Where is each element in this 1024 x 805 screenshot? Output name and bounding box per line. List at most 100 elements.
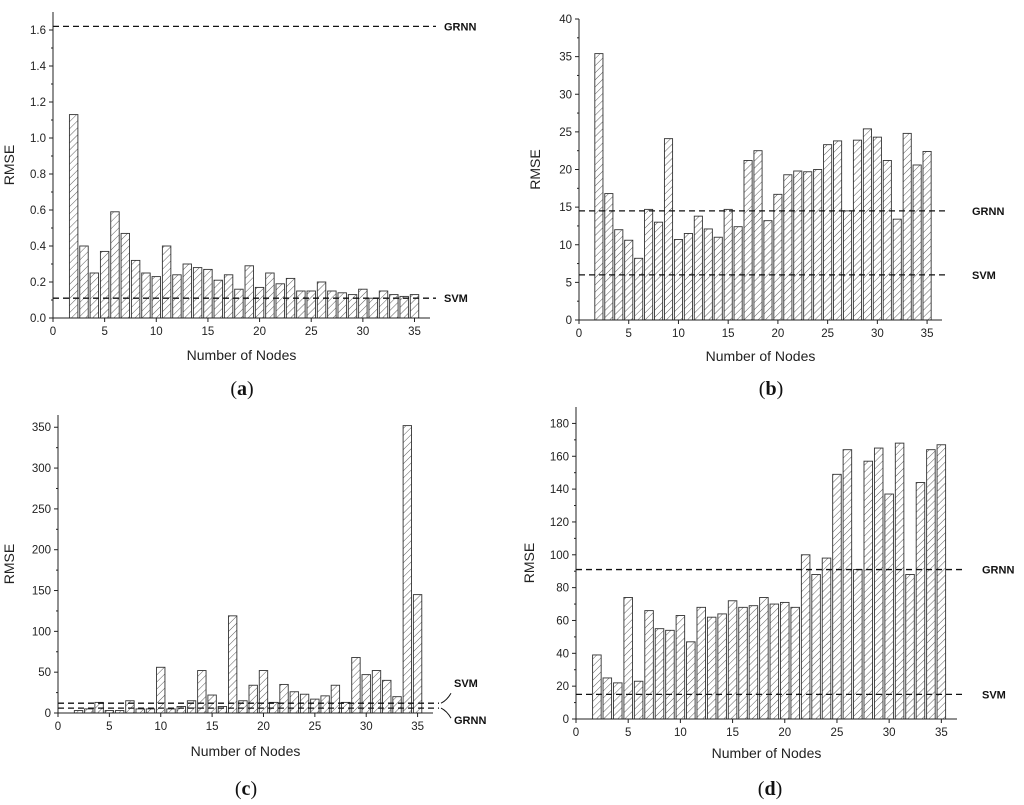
x-tick-label-b: 20 [772,328,785,340]
bar-d-30 [884,493,894,720]
bar-d-8 [654,628,665,720]
y-tick-label-d: 80 [556,583,569,595]
bar-d-14 [717,613,727,720]
x-tick-label-c: 15 [206,721,219,733]
bar-b-9 [663,138,674,321]
bar-b-32 [892,218,902,321]
x-tick-label-a: 10 [150,326,163,338]
bar-a-24 [296,290,306,319]
bar-b-24 [813,169,823,321]
bar-b-33 [902,132,912,321]
x-tick-label-c: 35 [411,721,424,733]
bar-d-9 [665,629,675,720]
x-tick-label-d: 5 [625,727,631,739]
x-tick-label-a: 15 [202,326,215,338]
bar-c-27 [330,684,341,714]
x-tick-label-d: 15 [726,727,739,739]
bar-c-12 [176,706,186,714]
bar-a-34 [399,295,409,319]
bar-d-29 [873,447,884,720]
bar-d-17 [748,605,759,720]
x-tick-label-c: 30 [360,721,373,733]
bar-b-26 [833,140,843,321]
x-tick-label-b: 15 [722,328,735,340]
bar-c-3 [84,708,94,714]
bar-d-12 [696,606,706,720]
x-tick-label-a: 20 [253,326,266,338]
x-tick-label-b: 5 [626,328,632,340]
ref-label-svm-c: SVM [454,678,478,690]
bar-c-25 [310,698,320,714]
bar-a-27 [327,290,337,319]
bar-b-3 [604,193,614,321]
bar-a-30 [358,288,368,319]
bar-b-18 [753,150,763,321]
bar-c-8 [135,708,145,714]
bar-a-10 [151,276,161,319]
caption-d: (d) [757,778,783,800]
bar-c-17 [227,615,238,714]
bar-d-28 [863,460,874,720]
ref-label-svm-a: SVM [444,293,468,305]
y-axis-title-d: RMSE [521,543,537,583]
panel-b: 0 5 10 15 20 25 30 35 40 0 5 10 15 20 25 30 35 Number of … [512,0,1024,400]
y-tick-label-a: 0.0 [30,313,46,325]
y-tick-label-a: 0.8 [30,169,46,181]
y-tick-label-b: 20 [559,165,572,177]
y-tick-label-b: 0 [566,315,572,327]
y-tick-label-b: 15 [559,202,572,214]
bar-d-27 [853,569,863,720]
y-tick-label-c: 0 [45,708,51,720]
bar-c-23 [289,691,299,714]
bar-a-17 [223,274,234,319]
x-tick-label-d: 30 [883,727,896,739]
y-tick-label-a: 0.2 [30,277,46,289]
chart-c: 0 50 100 150 200 250 300 350 0 5 10 15 20 25 30 35 Numbe… [1,415,486,759]
bar-a-9 [141,272,151,319]
y-tick-label-d: 0 [563,714,569,726]
bar-a-12 [172,274,182,319]
bar-b-28 [852,139,862,321]
y-tick-label-c: 250 [32,504,51,516]
bar-a-31 [368,297,378,319]
bar-b-14 [713,236,723,321]
x-tick-label-b: 10 [672,328,685,340]
y-tick-label-a: 1.0 [30,133,46,145]
x-tick-label-d: 20 [778,727,791,739]
y-tick-label-a: 0.4 [30,241,47,253]
bar-d-3 [602,677,613,720]
bar-a-26 [316,281,327,319]
bar-a-3 [79,245,89,319]
bar-d-18 [759,597,769,720]
chart-d: 0 20 40 60 80 100 120 140 160 180 0 5 10 15 20 25 30 35 Nu… [521,407,1014,761]
bar-a-32 [378,290,389,319]
y-tick-label-b: 25 [559,127,572,139]
bar-d-6 [633,680,644,720]
x-tick-label-d: 25 [831,727,844,739]
bar-d-34 [926,449,936,720]
x-tick-label-c: 20 [257,721,270,733]
bar-b-2 [594,53,604,321]
bar-c-29 [351,657,361,714]
bar-b-7 [644,208,654,321]
bar-d-7 [644,610,654,720]
x-tick-label-a: 5 [101,326,107,338]
bar-c-35 [412,594,423,714]
x-tick-label-b: 35 [921,328,934,340]
x-tick-label-c: 25 [308,721,321,733]
bar-b-21 [783,174,793,321]
bar-d-2 [592,654,602,720]
bar-b-8 [654,221,664,321]
y-tick-label-a: 1.4 [30,61,47,73]
bar-b-10 [673,239,683,321]
bar-d-19 [769,603,780,720]
x-tick-label-d: 35 [935,727,948,739]
x-tick-label-a: 25 [305,326,318,338]
y-tick-label-b: 10 [559,240,572,252]
x-tick-label-a: 30 [356,326,369,338]
bar-d-11 [686,641,696,720]
bar-c-9 [145,708,156,714]
bar-d-10 [675,615,686,720]
y-axis-title-c: RMSE [1,544,17,584]
y-tick-label-a: 1.2 [30,97,46,109]
